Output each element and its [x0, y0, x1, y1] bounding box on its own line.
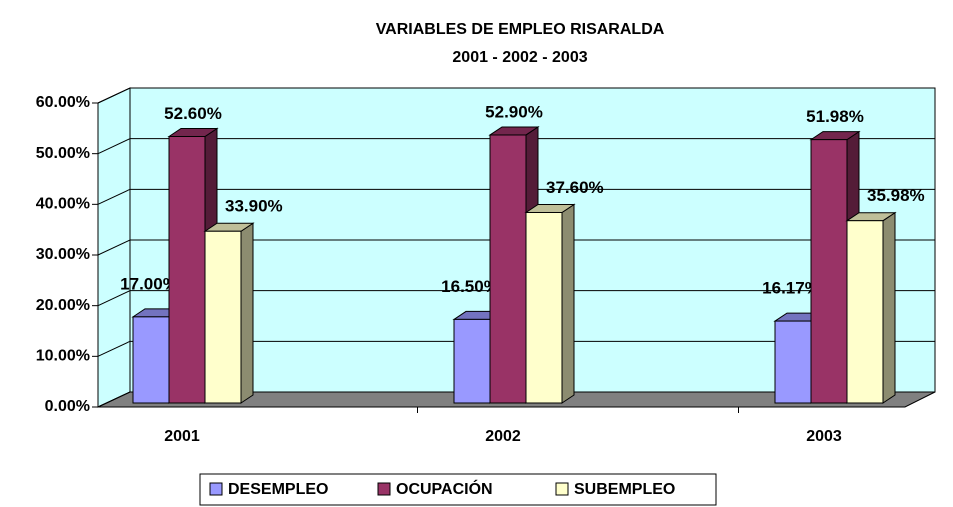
y-tick-label: 0.00% [45, 398, 90, 415]
y-tick-label: 20.00% [36, 297, 90, 314]
bar [489, 134, 527, 404]
bar [846, 220, 884, 404]
grid-line [97, 391, 935, 408]
legend-swatch [209, 482, 223, 496]
data-label: 52.90% [485, 102, 543, 121]
x-tick-label: 2002 [485, 428, 521, 445]
y-tick-label: 10.00% [36, 348, 90, 365]
bar-side [882, 211, 896, 404]
bar [204, 230, 242, 404]
data-label: 52.60% [164, 104, 222, 123]
data-label: 33.90% [225, 197, 283, 216]
grid-line [97, 290, 935, 307]
bar [168, 135, 206, 404]
chart-title: VARIABLES DE EMPLEO RISARALDA [376, 21, 665, 38]
legend-label: DESEMPLEO [228, 481, 328, 498]
data-label: 17.00% [120, 274, 178, 293]
bar [132, 316, 170, 404]
legend-label: SUBEMPLEO [574, 481, 675, 498]
bar-side [561, 203, 575, 404]
bar [453, 318, 491, 404]
grid-line [97, 340, 935, 357]
data-label: 16.50% [441, 277, 499, 296]
legend-swatch [377, 482, 391, 496]
x-tick-label: 2003 [806, 428, 842, 445]
bar [810, 139, 848, 404]
data-label: 16.17% [762, 279, 820, 298]
grid-line [97, 87, 935, 104]
x-tick-label: 2001 [164, 428, 200, 445]
data-label: 35.98% [867, 186, 925, 205]
y-tick-label: 30.00% [36, 246, 90, 263]
data-label: 51.98% [806, 107, 864, 126]
bar [525, 211, 563, 404]
bar-side [240, 222, 254, 404]
grid-line [97, 188, 935, 205]
bar [774, 320, 812, 404]
grid-line [97, 138, 935, 155]
y-tick-label: 40.00% [36, 196, 90, 213]
y-tick-label: 50.00% [36, 145, 90, 162]
y-tick-label: 60.00% [36, 94, 90, 111]
legend-swatch [555, 482, 569, 496]
legend-label: OCUPACIÓN [396, 479, 493, 498]
legend [199, 473, 717, 506]
chart-subtitle: 2001 - 2002 - 2003 [452, 49, 587, 66]
data-label: 37.60% [546, 178, 604, 197]
grid-line [97, 239, 935, 256]
